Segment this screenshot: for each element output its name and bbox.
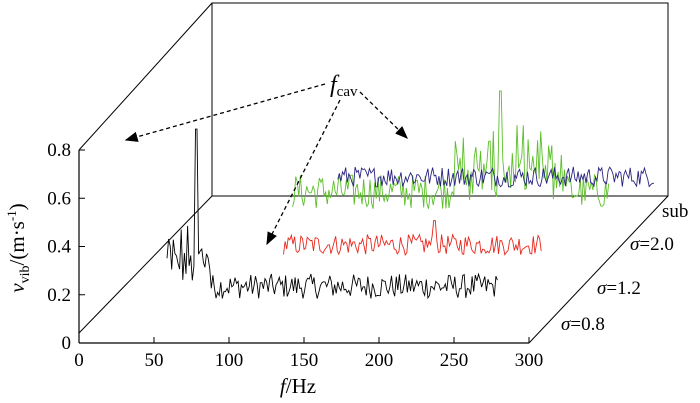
x-tick-label: 150 xyxy=(290,350,319,371)
series-line-s20 xyxy=(292,90,610,209)
series-line-sub xyxy=(337,166,654,188)
y-ticks: 0 0.2 0.4 0.6 0.8 xyxy=(47,140,85,354)
y-tick-label: 0.6 xyxy=(47,188,71,209)
series-line-s08 xyxy=(166,128,498,300)
x-tick-label: 200 xyxy=(365,350,394,371)
y-tick-label: 0.4 xyxy=(47,237,71,258)
y-tick-label: 0.8 xyxy=(47,140,71,161)
x-axis-label: f/Hz xyxy=(280,374,316,398)
x-tick-label: 50 xyxy=(145,350,164,371)
y-tick-label: 0.2 xyxy=(47,285,71,306)
series-label-s12: σ=1.2 xyxy=(597,278,641,299)
x-tick-label: 0 xyxy=(74,350,84,371)
x-tick-label: 300 xyxy=(515,350,544,371)
arrow-to-s20-peak xyxy=(359,91,408,139)
annotation-label: fcav xyxy=(330,72,358,100)
arrow-to-s12-peak xyxy=(266,99,341,246)
chart-frame xyxy=(78,2,669,344)
y-tick-label: 0 xyxy=(62,333,72,354)
x-tick-label: 250 xyxy=(440,350,469,371)
fcav-annotation: fcav xyxy=(124,72,408,246)
x-ticks: 0 50 100 150 200 250 300 xyxy=(74,337,543,371)
series-labels: σ=0.8 σ=1.2 σ=2.0 sub xyxy=(561,201,688,335)
arrow-to-s08-peak xyxy=(124,83,326,142)
series-label-s08: σ=0.8 xyxy=(561,314,605,335)
x-tick-label: 100 xyxy=(215,350,244,371)
series-traces xyxy=(166,90,654,300)
y-axis-label: vvib/(m·s-1) xyxy=(4,203,33,292)
series-label-sub: sub xyxy=(662,201,688,222)
series-line-s12 xyxy=(283,220,542,256)
series-label-s20: σ=2.0 xyxy=(630,234,674,255)
